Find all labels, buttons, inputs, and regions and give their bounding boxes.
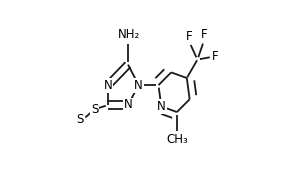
Text: F: F	[212, 50, 219, 63]
Text: NH₂: NH₂	[118, 28, 141, 41]
Text: N: N	[157, 100, 166, 113]
Text: S: S	[91, 103, 98, 116]
Text: N: N	[124, 98, 132, 112]
Text: CH₃: CH₃	[166, 133, 188, 146]
Text: N: N	[104, 79, 113, 92]
Text: S: S	[77, 113, 84, 126]
Text: F: F	[201, 28, 207, 41]
Text: F: F	[186, 30, 193, 43]
Text: N: N	[134, 79, 143, 92]
